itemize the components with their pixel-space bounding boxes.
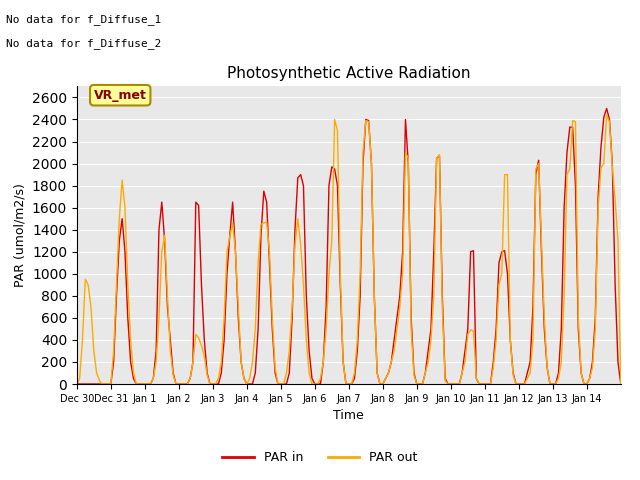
PAR out xyxy=(209,381,216,387)
Y-axis label: PAR (umol/m2/s): PAR (umol/m2/s) xyxy=(13,183,26,287)
PAR out xyxy=(73,381,81,387)
X-axis label: Time: Time xyxy=(333,409,364,422)
PAR in xyxy=(603,106,611,111)
Text: No data for f_Diffuse_2: No data for f_Diffuse_2 xyxy=(6,38,162,49)
PAR in xyxy=(589,359,596,365)
Title: Photosynthetic Active Radiation: Photosynthetic Active Radiation xyxy=(227,66,470,81)
PAR in xyxy=(209,381,216,387)
Text: VR_met: VR_met xyxy=(94,89,147,102)
PAR out xyxy=(226,233,234,239)
Text: No data for f_Diffuse_1: No data for f_Diffuse_1 xyxy=(6,14,162,25)
PAR out xyxy=(424,359,432,365)
PAR in xyxy=(424,348,432,354)
PAR out xyxy=(540,315,548,321)
PAR out xyxy=(589,365,596,371)
PAR out xyxy=(603,112,611,118)
PAR in xyxy=(419,381,426,387)
PAR in xyxy=(226,232,234,238)
PAR in xyxy=(540,326,548,332)
PAR in xyxy=(73,381,81,387)
Line: PAR in: PAR in xyxy=(77,108,640,384)
Line: PAR out: PAR out xyxy=(77,115,640,384)
Legend: PAR in, PAR out: PAR in, PAR out xyxy=(218,446,422,469)
PAR out xyxy=(419,381,426,387)
